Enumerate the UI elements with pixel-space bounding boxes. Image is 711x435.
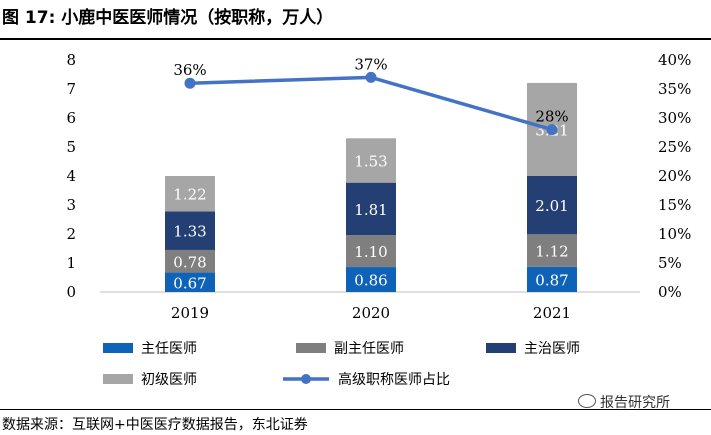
bar-value-label: 1.10: [354, 243, 387, 261]
legend-label: 主任医师: [141, 341, 197, 357]
ratio-line: [189, 75, 553, 132]
bar-value-label: 0.67: [173, 274, 206, 292]
left-y-axis: 0 1 2 3 4 5 6 7 8: [66, 51, 76, 301]
ratio-line-layer: 36% 37% 28%: [173, 55, 569, 136]
bar-segment: [165, 249, 215, 273]
legend-line-marker: [301, 374, 311, 384]
x-tick-label: 2019: [171, 304, 209, 322]
left-y-tick-label: 3: [66, 196, 76, 214]
left-y-tick-label: 5: [66, 138, 76, 156]
bar-segment: [346, 138, 396, 183]
bar-value-label: 1.81: [354, 201, 387, 219]
bar-segment: [346, 267, 396, 292]
right-y-tick-label: 0%: [658, 283, 682, 301]
bar-value-label: 0.78: [173, 253, 206, 271]
ratio-value-label: 36%: [173, 61, 206, 79]
ratio-point: [546, 124, 558, 136]
bar-value-label: 1.12: [535, 243, 568, 261]
bar-segment: [346, 235, 396, 268]
bar-segment: [527, 266, 577, 292]
bar-segment: [165, 272, 215, 292]
bar-value-label: 0.86: [354, 272, 387, 290]
legend-label: 副主任医师: [334, 341, 404, 357]
right-y-tick-label: 40%: [658, 51, 691, 69]
left-y-tick-label: 8: [66, 51, 76, 69]
x-tick-label: 2021: [533, 304, 571, 322]
bar-segment: [165, 176, 215, 212]
left-y-tick-label: 0: [66, 283, 76, 301]
x-axis-ticks: 2019 2020 2021: [171, 304, 571, 322]
right-y-tick-label: 30%: [658, 109, 691, 127]
bar-segment: [165, 211, 215, 250]
legend-label: 初级医师: [141, 371, 197, 388]
bar-value-label: 1.33: [173, 223, 206, 241]
watermark-text: 报告研究所: [600, 395, 670, 411]
bars: 0.67 0.78 1.33 1.22 0.86 1.10 1.81 1.53 0.87 1.12…: [165, 82, 577, 292]
bar-segment: [346, 182, 396, 236]
legend-swatch: [103, 343, 133, 353]
right-y-tick-label: 35%: [658, 80, 691, 98]
ratio-point: [184, 77, 196, 89]
ratio-value-label: 37%: [354, 55, 387, 73]
right-y-tick-label: 5%: [658, 254, 682, 272]
source-rule: [0, 409, 711, 410]
legend-swatch: [296, 343, 326, 353]
x-tick-label: 2020: [352, 304, 390, 322]
stacked-bar-line-chart: 0 1 2 3 4 5 6 7 8 0% 5% 10% 15% 20% 25% 30% 35% 40% 0.67…: [66, 51, 691, 388]
bar-value-label: 1.53: [354, 152, 387, 170]
left-y-tick-label: 1: [66, 254, 76, 272]
left-y-tick-label: 7: [66, 80, 76, 98]
bar-segment: [527, 234, 577, 267]
legend-swatch: [103, 374, 133, 384]
left-y-tick-label: 6: [66, 109, 76, 127]
figure-title: 图 17: 小鹿中医医师情况（按职称，万人）: [2, 8, 334, 28]
bar-value-label: 2.01: [535, 197, 568, 215]
source-note: 数据来源：互联网+中医医疗数据报告，东北证券: [2, 417, 308, 433]
right-y-tick-label: 20%: [658, 167, 691, 185]
right-y-tick-label: 15%: [658, 196, 691, 214]
legend-label: 主治医师: [524, 341, 580, 357]
legend-label: 高级职称医师占比: [338, 371, 450, 388]
ratio-value-label: 28%: [535, 108, 568, 126]
legend-swatch: [486, 343, 516, 353]
right-y-axis: 0% 5% 10% 15% 20% 25% 30% 35% 40%: [658, 51, 691, 301]
left-y-tick-label: 2: [66, 225, 76, 243]
watermark: 报告研究所: [578, 392, 670, 412]
wechat-icon: [578, 394, 596, 408]
right-y-tick-label: 10%: [658, 225, 691, 243]
title-rule: [0, 38, 711, 40]
bar-value-label: 1.22: [173, 186, 206, 204]
right-y-tick-label: 25%: [658, 138, 691, 156]
bar-segment: [527, 176, 577, 235]
bar-value-label: 0.87: [535, 271, 568, 289]
ratio-point: [365, 71, 377, 83]
left-y-tick-label: 4: [66, 167, 76, 185]
